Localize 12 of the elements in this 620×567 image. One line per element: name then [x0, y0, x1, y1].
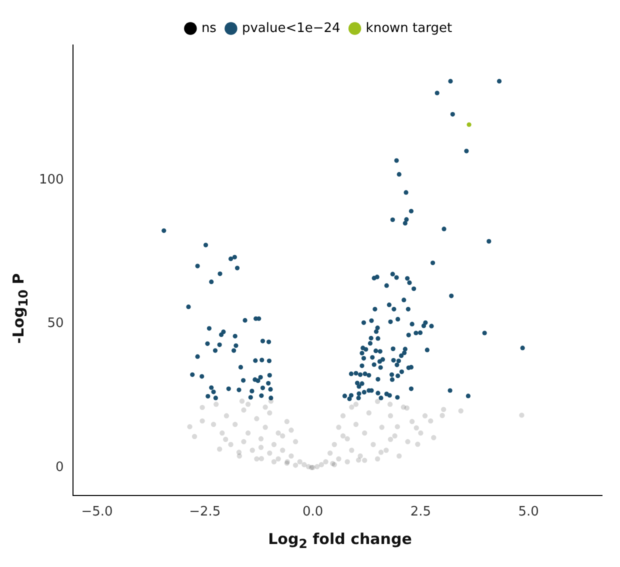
- x-tick-label: −2.5: [189, 504, 221, 520]
- legend-label: pvalue<1e−24: [242, 20, 340, 36]
- x-axis-title: Log$_{2}$ fold change: [267, 530, 413, 551]
- x-tick-label: 5.0: [518, 504, 539, 520]
- y-tick-label: 100: [38, 172, 64, 188]
- legend-label: known target: [366, 20, 452, 36]
- legend-label: ns: [201, 20, 217, 36]
- x-tick-label: 2.5: [410, 504, 432, 520]
- x-tick-label: 0.0: [302, 504, 324, 520]
- y-tick-label: 0: [56, 460, 64, 475]
- x-tick-label: −5.0: [81, 504, 113, 520]
- y-tick-label: 50: [47, 316, 64, 332]
